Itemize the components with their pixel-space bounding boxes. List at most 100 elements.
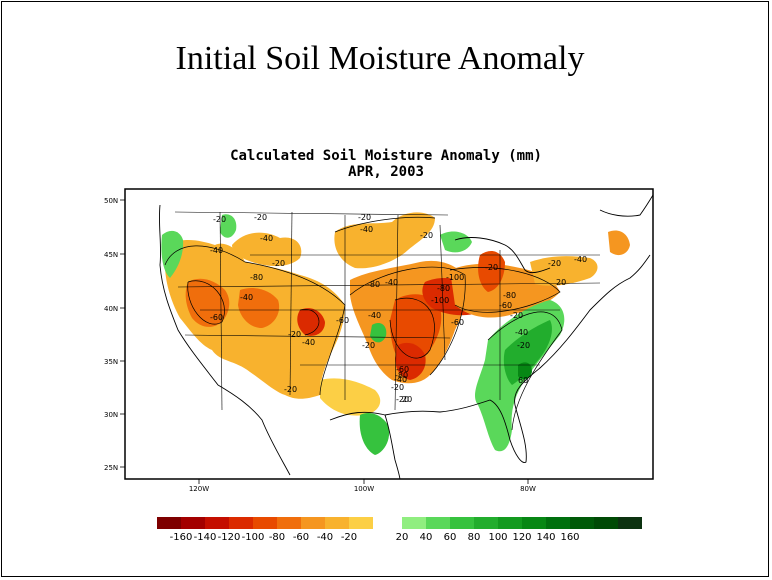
mexico-gulf-coast bbox=[384, 414, 401, 479]
colorbar-label: 160 bbox=[560, 532, 579, 543]
dakota-dry-region bbox=[334, 212, 435, 269]
colorbar-swatch-negative bbox=[229, 517, 253, 529]
contour-label: -40 bbox=[368, 311, 381, 320]
contour-label: -20 bbox=[485, 263, 498, 272]
colorbar-label: 80 bbox=[468, 532, 481, 543]
colorbar-label: -60 bbox=[293, 532, 309, 543]
contour-label: -40 bbox=[394, 375, 407, 384]
colorbar-label: -20 bbox=[341, 532, 357, 543]
colorbar-swatch-positive bbox=[570, 517, 594, 529]
contour-label: -80 bbox=[395, 371, 408, 380]
contour-line bbox=[334, 216, 436, 233]
colorbar-swatch-positive bbox=[594, 517, 618, 529]
colorado-wet bbox=[370, 323, 387, 343]
colorbar-label: 40 bbox=[420, 532, 433, 543]
colorbar-swatch-positive bbox=[450, 517, 474, 529]
contour-label: -60 bbox=[336, 316, 349, 325]
contour-label: -20 bbox=[288, 330, 301, 339]
border bbox=[174, 211, 449, 216]
west-dry-core bbox=[185, 278, 230, 327]
colorbar-label: 140 bbox=[536, 532, 555, 543]
contour-label: -60 bbox=[499, 301, 512, 310]
texas-dry-region bbox=[320, 378, 381, 416]
contour-label: -100 bbox=[446, 273, 464, 282]
pacific-coastline bbox=[158, 204, 291, 476]
colorbar-label: 60 bbox=[444, 532, 457, 543]
contour-label: -20 bbox=[362, 341, 375, 350]
southeast-wet-core bbox=[503, 320, 552, 385]
contour-label: -40 bbox=[210, 246, 223, 255]
colorbar-label: 20 bbox=[396, 532, 409, 543]
wet-anomaly-regions bbox=[161, 214, 565, 455]
lat-tick-label: 45N bbox=[104, 251, 118, 259]
colorbar-label: -100 bbox=[242, 532, 265, 543]
contour-label: -20 bbox=[420, 231, 433, 240]
contour-label: -20 bbox=[254, 213, 267, 222]
border bbox=[177, 282, 601, 288]
contour-label: -20 bbox=[272, 259, 285, 268]
contour-label: -40 bbox=[574, 255, 587, 264]
contour-label: -20 bbox=[391, 383, 404, 392]
lon-tick-label: 80W bbox=[520, 485, 536, 493]
contour-line bbox=[349, 266, 466, 376]
colorbar-swatch-positive bbox=[546, 517, 570, 529]
contour-label: -20 bbox=[548, 259, 561, 268]
contour-label: -20 bbox=[517, 341, 530, 350]
maine-dry-region bbox=[608, 230, 630, 256]
contour-line bbox=[389, 297, 435, 359]
colorbar-label: -80 bbox=[269, 532, 285, 543]
colorbar-label: -120 bbox=[218, 532, 241, 543]
colorbar-swatch-negative bbox=[181, 517, 205, 529]
colorbar-label: -160 bbox=[170, 532, 193, 543]
northeast-dry-region bbox=[530, 256, 598, 286]
minnesota-wet bbox=[440, 231, 472, 253]
contour-lines bbox=[164, 216, 563, 431]
colorbar-swatch-negative bbox=[301, 517, 325, 529]
contour-label: -20 bbox=[284, 385, 297, 394]
lat-tick-label: 50N bbox=[104, 197, 118, 205]
dry-anomaly-regions bbox=[165, 212, 630, 416]
contour-label: -40 bbox=[260, 234, 273, 243]
colorbar-label: 100 bbox=[488, 532, 507, 543]
contour-line bbox=[187, 280, 225, 325]
border bbox=[219, 211, 223, 411]
contour-label: -80 bbox=[437, 284, 450, 293]
colorbar-label: 120 bbox=[512, 532, 531, 543]
idaho-wet bbox=[220, 214, 237, 238]
colorbar-swatch-negative bbox=[157, 517, 181, 529]
contour-label: -20 bbox=[396, 395, 409, 404]
contour-label: -20 bbox=[510, 311, 523, 320]
colorbar-swatch-negative bbox=[205, 517, 229, 529]
contour-label: -20 bbox=[213, 215, 226, 224]
great-lakes bbox=[454, 237, 551, 274]
slide-title: Initial Soil Moisture Anomaly bbox=[175, 40, 585, 77]
colorado-dry-core bbox=[297, 308, 325, 336]
great-lakes-dry-core bbox=[478, 250, 505, 292]
contour-label: 20 bbox=[556, 278, 566, 287]
border bbox=[439, 224, 446, 361]
contour-label: -100 bbox=[431, 296, 449, 305]
lon-axis: 120W 100W 80W bbox=[189, 479, 536, 493]
contour-label: -40 bbox=[385, 278, 398, 287]
contour-label: 60 bbox=[518, 376, 528, 385]
border bbox=[289, 211, 293, 396]
contour-label: -20 bbox=[358, 213, 371, 222]
map-frame bbox=[124, 188, 654, 480]
midwest-dry-region bbox=[450, 263, 560, 318]
map-title: Calculated Soil Moisture Anomaly (mm) bbox=[230, 148, 542, 164]
contour-labels: -20 -20 -40 -40 -20 -20 -40 -80 -40 -20 … bbox=[210, 213, 587, 404]
colorbar-swatch-negative bbox=[349, 517, 373, 529]
colorbar-swatch-positive bbox=[498, 517, 522, 529]
gulf-coastline bbox=[329, 254, 651, 463]
colorbar-label: -140 bbox=[194, 532, 217, 543]
contour-label: -80 bbox=[503, 291, 516, 300]
lat-tick-label: 30N bbox=[104, 411, 118, 419]
border bbox=[184, 334, 451, 339]
contour-label: 20 bbox=[402, 395, 412, 404]
colorbar-swatch-positive bbox=[474, 517, 498, 529]
montana-dry-region bbox=[232, 232, 302, 267]
contour-line bbox=[449, 267, 561, 313]
colorbar-swatch-positive bbox=[426, 517, 450, 529]
lon-tick-label: 120W bbox=[189, 485, 209, 493]
